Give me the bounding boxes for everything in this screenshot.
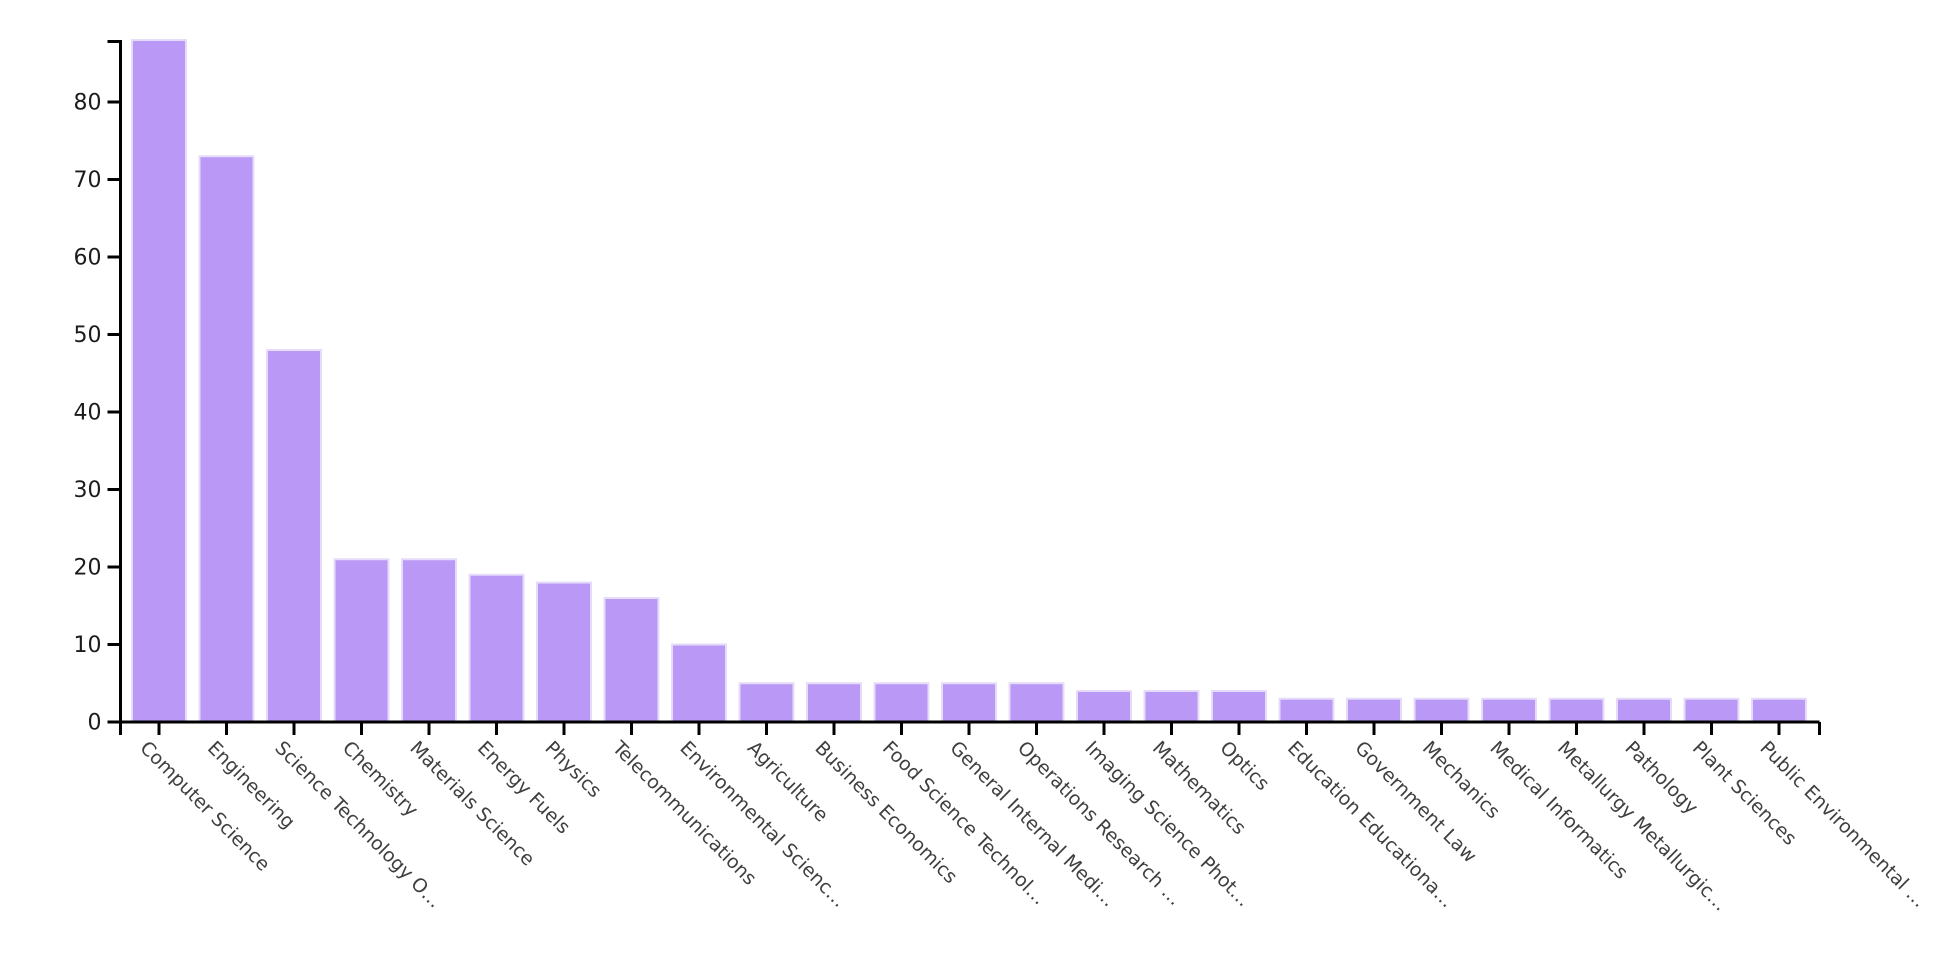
x-tick-label: Optics (1215, 737, 1273, 795)
bar (1346, 697, 1402, 723)
y-tick-label: 70 (74, 168, 102, 193)
bar (1751, 697, 1807, 723)
bar (873, 682, 930, 723)
x-tick-label: Materials Science (405, 737, 538, 870)
bar (333, 558, 390, 723)
x-tick-label: Computer Science (135, 737, 274, 876)
bar (1548, 697, 1605, 723)
bar (1278, 697, 1335, 723)
y-tick-label: 10 (74, 633, 102, 658)
bar (468, 573, 525, 723)
bar (1076, 690, 1132, 723)
bar (536, 581, 592, 723)
bar (401, 558, 457, 723)
bar (671, 643, 727, 723)
bar (1008, 682, 1065, 723)
bar (1481, 697, 1537, 723)
x-tick-label: Physics (540, 737, 605, 802)
bar (738, 682, 795, 723)
y-tick-label: 60 (74, 246, 102, 271)
x-tick-label: Medical Informatics (1485, 737, 1632, 884)
bar (1616, 697, 1672, 723)
bar (806, 682, 862, 723)
y-tick-label: 30 (74, 478, 102, 503)
bar (941, 682, 997, 723)
bar (603, 597, 660, 723)
bar (1683, 697, 1740, 723)
y-tick-label: 40 (74, 401, 102, 426)
y-tick-label: 50 (74, 323, 102, 348)
bar (198, 155, 255, 723)
y-tick-label: 20 (74, 556, 102, 581)
x-tick-label: Government Law (1350, 737, 1480, 867)
y-tick-label: 80 (74, 91, 102, 116)
bar (1413, 697, 1470, 723)
bar (1143, 690, 1200, 723)
bar (131, 39, 187, 723)
bar (1211, 690, 1267, 723)
bar (266, 349, 322, 723)
y-tick-label: 0 (88, 711, 102, 736)
